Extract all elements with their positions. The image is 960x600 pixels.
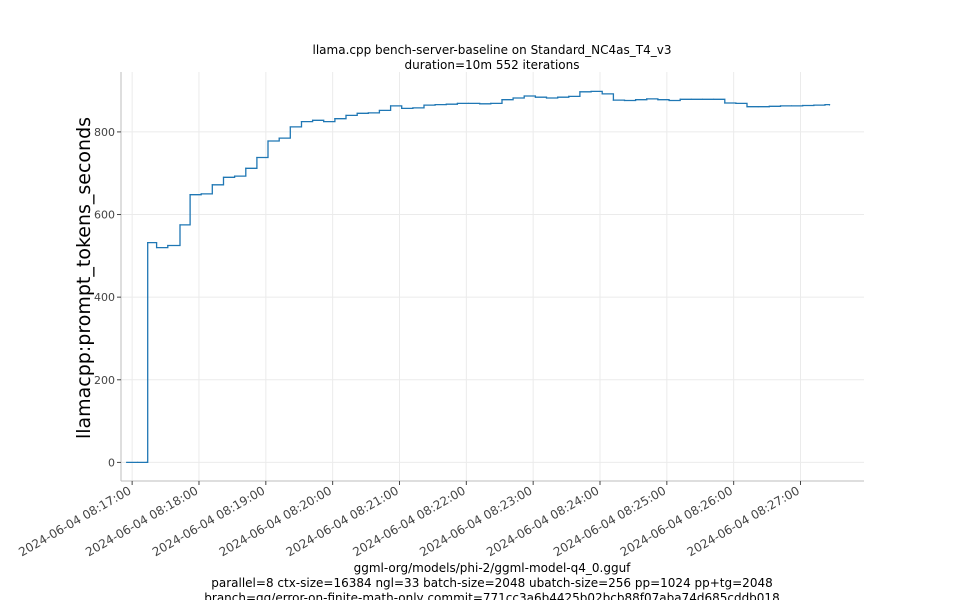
grid (121, 72, 864, 481)
data-point (768, 105, 770, 107)
chart-title-line-1: llama.cpp bench-server-baseline on Stand… (313, 43, 672, 57)
data-point (713, 98, 715, 100)
data-point (501, 99, 503, 101)
data-point (389, 105, 392, 107)
x-tick-label: 2024-06-04 08:24:00 (484, 483, 601, 559)
data-point (179, 224, 181, 226)
data-point (300, 120, 303, 123)
data-point (623, 99, 626, 102)
x-tick-label: 2024-06-04 08:21:00 (284, 483, 401, 559)
data-point (545, 97, 548, 99)
data-point (211, 184, 213, 186)
x-tick-label: 2024-06-04 08:26:00 (618, 483, 735, 559)
data-point (790, 105, 793, 107)
y-axis-label: llamacpp:prompt_tokens_seconds (73, 117, 95, 439)
data-point (724, 102, 726, 104)
data-point (401, 107, 403, 109)
data-point (289, 126, 291, 128)
x-tick-label: 2024-06-04 08:23:00 (417, 483, 534, 559)
axes (120, 72, 864, 482)
data-point (746, 106, 748, 108)
data-point (137, 461, 139, 464)
data-point (146, 461, 148, 464)
data-point (813, 104, 815, 106)
data-point (423, 104, 425, 106)
data-point (612, 99, 614, 101)
data-point (534, 96, 536, 98)
x-tick-label: 2024-06-04 08:20:00 (217, 483, 334, 559)
footer-line-1: ggml-org/models/phi-2/ggml-model-q4_0.gg… (354, 561, 632, 575)
y-tick-label: 800 (94, 126, 115, 139)
data-point (222, 176, 225, 178)
data-point (668, 99, 670, 102)
data-point (757, 106, 759, 108)
data-point (779, 105, 782, 107)
data-point (479, 103, 481, 105)
data-point (701, 98, 704, 100)
data-point (189, 194, 191, 196)
footer-line-3: branch=gg/error-on-finite-math-only comm… (204, 591, 779, 600)
y-tick-label: 0 (108, 456, 115, 469)
x-tick-label: 2024-06-04 08:19:00 (150, 483, 267, 559)
data-point (456, 102, 459, 104)
data-point (467, 102, 470, 104)
chart-title-line-2: duration=10m 552 iterations (405, 58, 580, 72)
data-point (234, 175, 236, 177)
data-point (568, 95, 570, 97)
x-tick-label: 2024-06-04 08:27:00 (685, 483, 802, 559)
y-tick-label: 200 (94, 374, 115, 387)
x-tick-label: 2024-06-04 08:22:00 (350, 483, 467, 559)
data-point (311, 119, 314, 121)
data-point (412, 107, 414, 109)
data-point (434, 104, 436, 106)
data-point (334, 118, 336, 120)
data-point (125, 461, 128, 464)
data-point (200, 193, 202, 195)
data-point (356, 112, 358, 114)
data-point (802, 104, 804, 107)
data-point (147, 242, 149, 244)
footer-line-2: parallel=8 ctx-size=16384 ngl=33 batch-s… (211, 576, 772, 590)
data-point (579, 91, 581, 93)
data-point (156, 246, 158, 249)
data-point (828, 104, 831, 106)
data-point (256, 156, 258, 159)
y-ticks: 0 200 400 600 800 (94, 126, 121, 469)
data-point (824, 104, 826, 106)
data-point (445, 103, 447, 105)
data-point (278, 137, 280, 139)
data-point (323, 120, 325, 123)
x-tick-label: 2024-06-04 08:18:00 (83, 483, 200, 559)
data-points (125, 90, 831, 464)
data-point (267, 140, 269, 142)
data-point (646, 98, 648, 100)
data-point (245, 167, 247, 169)
data-point (512, 97, 514, 99)
data-point (590, 90, 592, 93)
data-point (345, 114, 347, 116)
data-point (635, 99, 637, 101)
data-point (657, 99, 659, 101)
data-point (378, 109, 381, 112)
data-point (557, 96, 559, 98)
y-tick-label: 600 (94, 209, 115, 222)
series-line (126, 90, 831, 464)
data-point (601, 93, 603, 95)
data-point (523, 95, 525, 97)
y-tick-label: 400 (94, 291, 115, 304)
data-point (735, 102, 737, 104)
data-point (690, 98, 692, 100)
data-point (679, 98, 681, 100)
data-point (167, 244, 169, 247)
x-tick-label: 2024-06-04 08:25:00 (551, 483, 668, 559)
data-point (367, 112, 369, 114)
data-point (490, 102, 492, 104)
x-tick-label: 2024-06-04 08:17:00 (16, 483, 133, 559)
